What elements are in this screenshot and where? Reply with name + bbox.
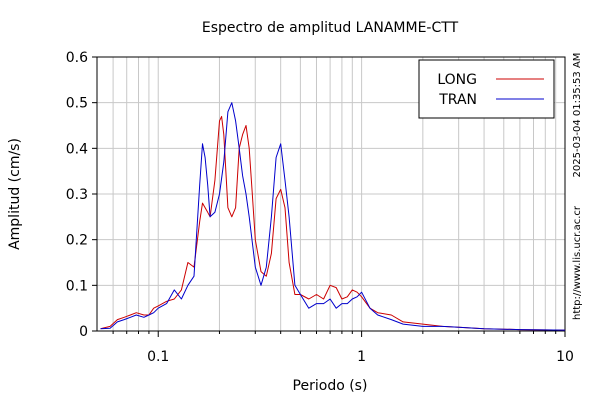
legend-label-tran: TRAN [438, 92, 477, 108]
y-tick-label: 0.5 [66, 96, 88, 112]
grid [97, 57, 565, 331]
y-axis-ticks: 0 0.1 0.2 0.3 0.4 0.5 0.6 [66, 50, 97, 340]
legend: LONG TRAN [418, 59, 555, 119]
x-tick-label: 10 [556, 349, 574, 365]
y-tick-label: 0.2 [66, 233, 88, 249]
x-tick-label: 0.1 [147, 349, 169, 365]
source-url-annotation: http://www.lis.ucr.ac.cr [572, 205, 583, 320]
y-tick-label: 0.4 [66, 141, 88, 157]
series-lines [100, 102, 566, 331]
series-line-tran [100, 102, 566, 331]
y-tick-label: 0.6 [66, 50, 88, 66]
x-axis-label: Periodo (s) [293, 378, 368, 394]
chart-title: Espectro de amplitud LANAMME-CTT [202, 20, 459, 36]
legend-label-long: LONG [437, 72, 477, 88]
x-tick-label: 1 [357, 349, 366, 365]
y-axis-label: Amplitud (cm/s) [7, 138, 23, 250]
legend-box [418, 59, 555, 119]
series-line-long [100, 115, 566, 331]
timestamp-annotation: 2025-03-04 01:35:53 AM [572, 53, 583, 178]
x-axis-ticks: 0.1 1 10 [112, 331, 574, 365]
y-tick-label: 0.3 [66, 187, 88, 203]
y-tick-label: 0 [79, 324, 88, 340]
y-tick-label: 0.1 [66, 278, 88, 294]
